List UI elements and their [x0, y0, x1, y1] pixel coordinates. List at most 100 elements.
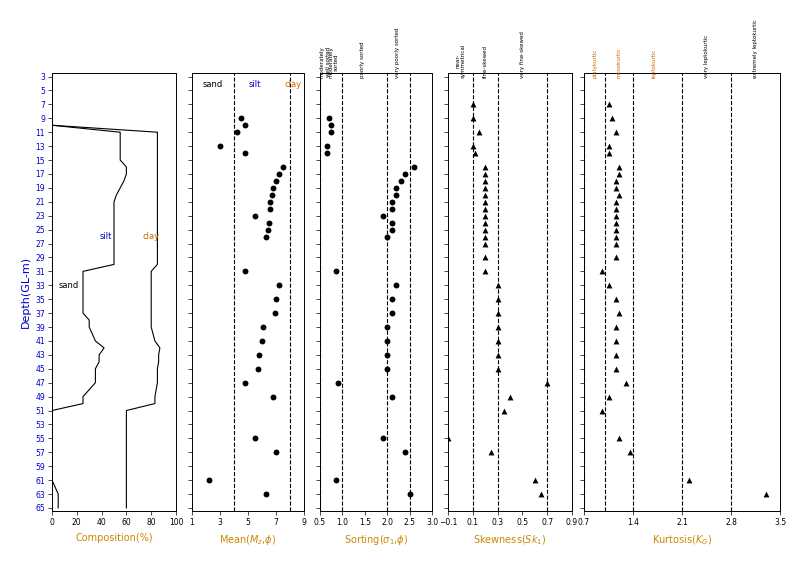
Point — [230, 128, 243, 137]
X-axis label: Kurtosis($K_G$): Kurtosis($K_G$) — [652, 533, 712, 546]
Point — [260, 232, 273, 241]
Point — [479, 225, 492, 234]
Point — [330, 267, 342, 276]
Point — [466, 114, 479, 123]
Point — [403, 490, 416, 498]
Text: moderately
sorted: moderately sorted — [328, 46, 339, 78]
Point — [238, 121, 251, 130]
Point — [479, 204, 492, 213]
Point — [609, 253, 622, 262]
Point — [491, 350, 504, 359]
Point — [609, 239, 622, 248]
Point — [394, 176, 407, 185]
Point — [479, 267, 492, 276]
Point — [613, 191, 626, 200]
Point — [529, 475, 542, 484]
Point — [613, 434, 626, 443]
Point — [473, 128, 486, 137]
Point — [602, 392, 615, 401]
Point — [253, 350, 266, 359]
Point — [479, 239, 492, 248]
Point — [609, 197, 622, 206]
Point — [541, 378, 554, 387]
Point — [320, 142, 333, 151]
Point — [260, 490, 273, 498]
Text: poorly sorted: poorly sorted — [360, 42, 365, 78]
Point — [272, 170, 286, 179]
Point — [491, 294, 504, 303]
Point — [479, 232, 492, 241]
Point — [609, 225, 622, 234]
Point — [595, 267, 608, 276]
Point — [602, 281, 615, 290]
Point — [386, 197, 398, 206]
Point — [376, 211, 389, 220]
Point — [760, 490, 773, 498]
Point — [485, 448, 498, 457]
Text: near-
symmetrical: near- symmetrical — [455, 44, 466, 78]
Point — [491, 337, 504, 346]
Point — [479, 162, 492, 171]
Point — [266, 392, 280, 401]
Point — [609, 183, 622, 192]
Text: sand: sand — [58, 281, 78, 290]
Point — [386, 218, 398, 227]
Point — [408, 162, 421, 171]
Text: silt: silt — [249, 80, 261, 89]
Text: mesokurtic: mesokurtic — [617, 47, 622, 78]
Point — [386, 392, 398, 401]
Point — [609, 204, 622, 213]
Text: moderately
well sorted: moderately well sorted — [320, 46, 330, 78]
Point — [376, 434, 389, 443]
Point — [256, 337, 269, 346]
Point — [602, 148, 615, 157]
Point — [386, 204, 398, 213]
Point — [534, 490, 547, 498]
Point — [386, 309, 398, 318]
Point — [322, 114, 335, 123]
Point — [331, 378, 344, 387]
Point — [390, 183, 402, 192]
Point — [479, 170, 492, 179]
Y-axis label: Depth(GL-m): Depth(GL-m) — [21, 256, 31, 328]
Point — [270, 448, 282, 457]
Point — [479, 197, 492, 206]
Point — [602, 142, 615, 151]
Point — [491, 323, 504, 332]
Point — [202, 475, 215, 484]
Point — [272, 281, 286, 290]
Point — [479, 218, 492, 227]
Point — [504, 392, 517, 401]
Point — [479, 176, 492, 185]
Point — [609, 294, 622, 303]
Point — [264, 197, 277, 206]
Point — [609, 364, 622, 373]
X-axis label: Mean($M_z$,$\phi$): Mean($M_z$,$\phi$) — [219, 533, 277, 547]
Text: leptokurtic: leptokurtic — [651, 48, 657, 78]
Point — [238, 267, 251, 276]
X-axis label: Skewness($Sk_1$): Skewness($Sk_1$) — [474, 533, 546, 546]
Point — [479, 211, 492, 220]
Text: very poorly sorted: very poorly sorted — [394, 28, 399, 78]
Point — [238, 148, 251, 157]
Point — [257, 323, 270, 332]
Point — [251, 364, 264, 373]
Text: extremely leptokurtic: extremely leptokurtic — [753, 19, 758, 78]
Point — [491, 309, 504, 318]
X-axis label: Sorting($\sigma_1$,$\phi$): Sorting($\sigma_1$,$\phi$) — [344, 533, 408, 547]
Point — [249, 434, 262, 443]
Text: fine-skewed: fine-skewed — [482, 45, 488, 78]
Text: clay: clay — [284, 80, 302, 89]
Point — [381, 323, 394, 332]
Point — [623, 448, 636, 457]
Point — [491, 281, 504, 290]
Point — [270, 294, 282, 303]
Point — [609, 176, 622, 185]
Point — [261, 225, 274, 234]
Text: platykurtic: platykurtic — [592, 48, 597, 78]
Point — [266, 191, 278, 200]
Point — [325, 128, 338, 137]
Point — [466, 100, 479, 109]
Point — [682, 475, 695, 484]
Point — [609, 350, 622, 359]
